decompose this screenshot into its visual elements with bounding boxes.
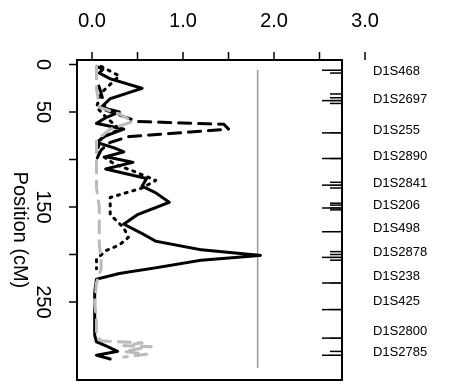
x-tick-label: 1.0 <box>169 10 197 32</box>
marker-label: D1S255 <box>373 122 420 137</box>
x-tick-label: 0.0 <box>78 10 106 32</box>
marker-label: D1S2697 <box>373 91 427 106</box>
marker-label: D1S2890 <box>373 148 427 163</box>
marker-label: D1S2785 <box>373 344 427 359</box>
y-tick-label: 150 <box>32 190 54 223</box>
axes: 0.0 1.0 2.0 3.0 0 50 150 250 <box>32 10 379 381</box>
y-axis-label: Position (cM) <box>9 172 31 289</box>
series-dotted-line <box>95 64 158 271</box>
marker-label: D1S2841 <box>373 175 427 190</box>
marker-label: D1S425 <box>373 293 420 308</box>
marker-label: D1S468 <box>373 63 420 78</box>
marker-label: D1S2878 <box>373 244 427 259</box>
series-gray-dashed-line <box>93 64 153 359</box>
marker-label: D1S2800 <box>373 323 427 338</box>
series-dashed-line <box>95 64 230 161</box>
plot-frame <box>76 59 343 381</box>
marker-label: D1S206 <box>373 197 420 212</box>
y-tick-label: 0 <box>32 59 54 70</box>
plot-area <box>93 64 262 368</box>
marker-label: D1S498 <box>373 220 420 235</box>
series-solid-line <box>93 64 262 361</box>
y-tick-label: 250 <box>32 285 54 318</box>
x-tick-label: 3.0 <box>351 10 379 32</box>
marker-label: D1S238 <box>373 268 420 283</box>
x-tick-label: 2.0 <box>260 10 288 32</box>
marker-annotations: D1S468 D1S2697 D1S255 D1S2890 D1S2841 D1S206 D… <box>322 63 427 359</box>
y-tick-label: 50 <box>32 101 54 123</box>
